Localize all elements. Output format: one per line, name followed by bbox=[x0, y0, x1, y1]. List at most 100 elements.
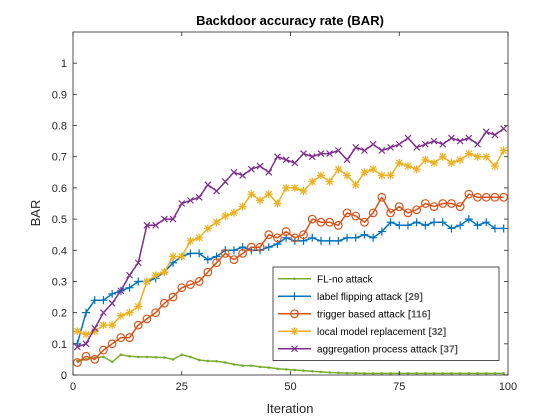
data-point bbox=[371, 372, 375, 375]
data-point bbox=[351, 211, 361, 221]
legend-label: aggregation process attack [37] bbox=[317, 344, 458, 355]
data-point bbox=[377, 171, 386, 180]
data-point bbox=[204, 181, 212, 189]
data-point bbox=[476, 372, 479, 375]
data-point bbox=[186, 249, 195, 258]
legend-reference: [37] bbox=[440, 344, 458, 355]
data-point bbox=[221, 211, 230, 220]
data-point bbox=[403, 208, 413, 218]
data-point bbox=[154, 355, 157, 359]
y-tick-label: 0.4 bbox=[52, 245, 67, 257]
data-point bbox=[389, 372, 392, 375]
legend-marker bbox=[291, 345, 298, 353]
data-point bbox=[456, 137, 464, 145]
data-point bbox=[447, 224, 456, 233]
data-point bbox=[134, 259, 142, 267]
data-point bbox=[171, 358, 175, 361]
data-point bbox=[448, 134, 455, 142]
x-tick-label: 50 bbox=[284, 381, 296, 393]
data-point bbox=[159, 298, 169, 308]
data-point bbox=[197, 358, 201, 362]
data-point bbox=[267, 366, 271, 369]
data-point bbox=[458, 372, 462, 375]
data-point bbox=[308, 177, 317, 186]
data-point bbox=[343, 233, 352, 242]
data-point bbox=[308, 153, 316, 161]
data-point bbox=[119, 353, 123, 357]
data-point bbox=[110, 360, 114, 364]
data-point bbox=[464, 215, 473, 224]
data-point bbox=[438, 218, 447, 227]
data-point bbox=[424, 372, 427, 375]
legend-entry-2: trigger based attack [116] bbox=[278, 309, 431, 320]
legend-series-name: trigger based attack bbox=[317, 309, 406, 320]
data-point bbox=[293, 368, 297, 372]
data-point bbox=[343, 156, 351, 164]
data-point bbox=[386, 208, 395, 218]
data-point bbox=[180, 353, 184, 357]
data-point bbox=[369, 233, 378, 242]
x-tick-label: 100 bbox=[499, 381, 517, 393]
series-line bbox=[77, 353, 504, 375]
data-point bbox=[151, 308, 161, 318]
data-point bbox=[81, 351, 91, 361]
data-point bbox=[282, 156, 290, 164]
data-point bbox=[439, 140, 447, 148]
data-point bbox=[430, 158, 439, 167]
data-point bbox=[351, 180, 360, 189]
data-point bbox=[187, 196, 194, 204]
data-point bbox=[482, 218, 491, 227]
data-point bbox=[406, 372, 410, 375]
data-point bbox=[464, 149, 473, 158]
x-tick-label: 0 bbox=[70, 381, 76, 393]
data-point bbox=[186, 280, 195, 289]
data-point bbox=[438, 199, 448, 208]
data-point bbox=[307, 214, 317, 224]
data-point bbox=[145, 355, 149, 359]
data-point bbox=[133, 320, 143, 330]
data-point bbox=[195, 233, 204, 242]
y-tick-label: 0.3 bbox=[52, 276, 67, 288]
data-point bbox=[412, 218, 421, 227]
y-tick-label: 0.8 bbox=[52, 121, 67, 133]
data-point bbox=[282, 183, 291, 192]
data-point bbox=[319, 370, 323, 374]
data-point bbox=[352, 143, 360, 151]
data-point bbox=[415, 372, 418, 375]
data-point bbox=[178, 200, 186, 207]
data-point bbox=[247, 190, 256, 199]
data-point bbox=[116, 333, 126, 342]
data-point bbox=[73, 327, 82, 336]
series-line bbox=[76, 193, 504, 364]
data-point bbox=[136, 355, 140, 359]
data-point bbox=[91, 324, 99, 332]
data-point bbox=[99, 345, 108, 355]
data-point bbox=[264, 243, 273, 252]
axes-layer: 0 25 50 75 100 0 0.1 0.2 0.3 0.4 0.5 0.6 0.7 0.8 0.9 1 bbox=[52, 31, 517, 393]
data-point bbox=[239, 172, 247, 179]
series-layer bbox=[72, 125, 509, 375]
data-point bbox=[99, 296, 108, 305]
data-point bbox=[403, 162, 412, 171]
legend-entry-4: aggregation process attack [37] bbox=[278, 344, 458, 355]
data-point bbox=[395, 140, 403, 148]
data-point bbox=[484, 372, 488, 375]
data-point bbox=[316, 217, 326, 227]
data-point bbox=[213, 187, 220, 195]
data-point bbox=[100, 309, 107, 317]
data-point bbox=[368, 208, 378, 218]
data-point bbox=[395, 158, 404, 167]
data-point bbox=[82, 330, 91, 339]
data-point bbox=[326, 150, 334, 158]
data-point bbox=[128, 354, 131, 358]
legend-label: FL-no attack bbox=[317, 274, 374, 285]
data-point bbox=[134, 302, 143, 311]
data-point bbox=[467, 372, 471, 375]
data-point bbox=[334, 236, 343, 245]
data-point bbox=[413, 143, 421, 151]
data-point bbox=[290, 183, 299, 192]
data-point bbox=[447, 199, 456, 208]
data-point bbox=[465, 134, 473, 142]
data-point bbox=[490, 224, 499, 233]
